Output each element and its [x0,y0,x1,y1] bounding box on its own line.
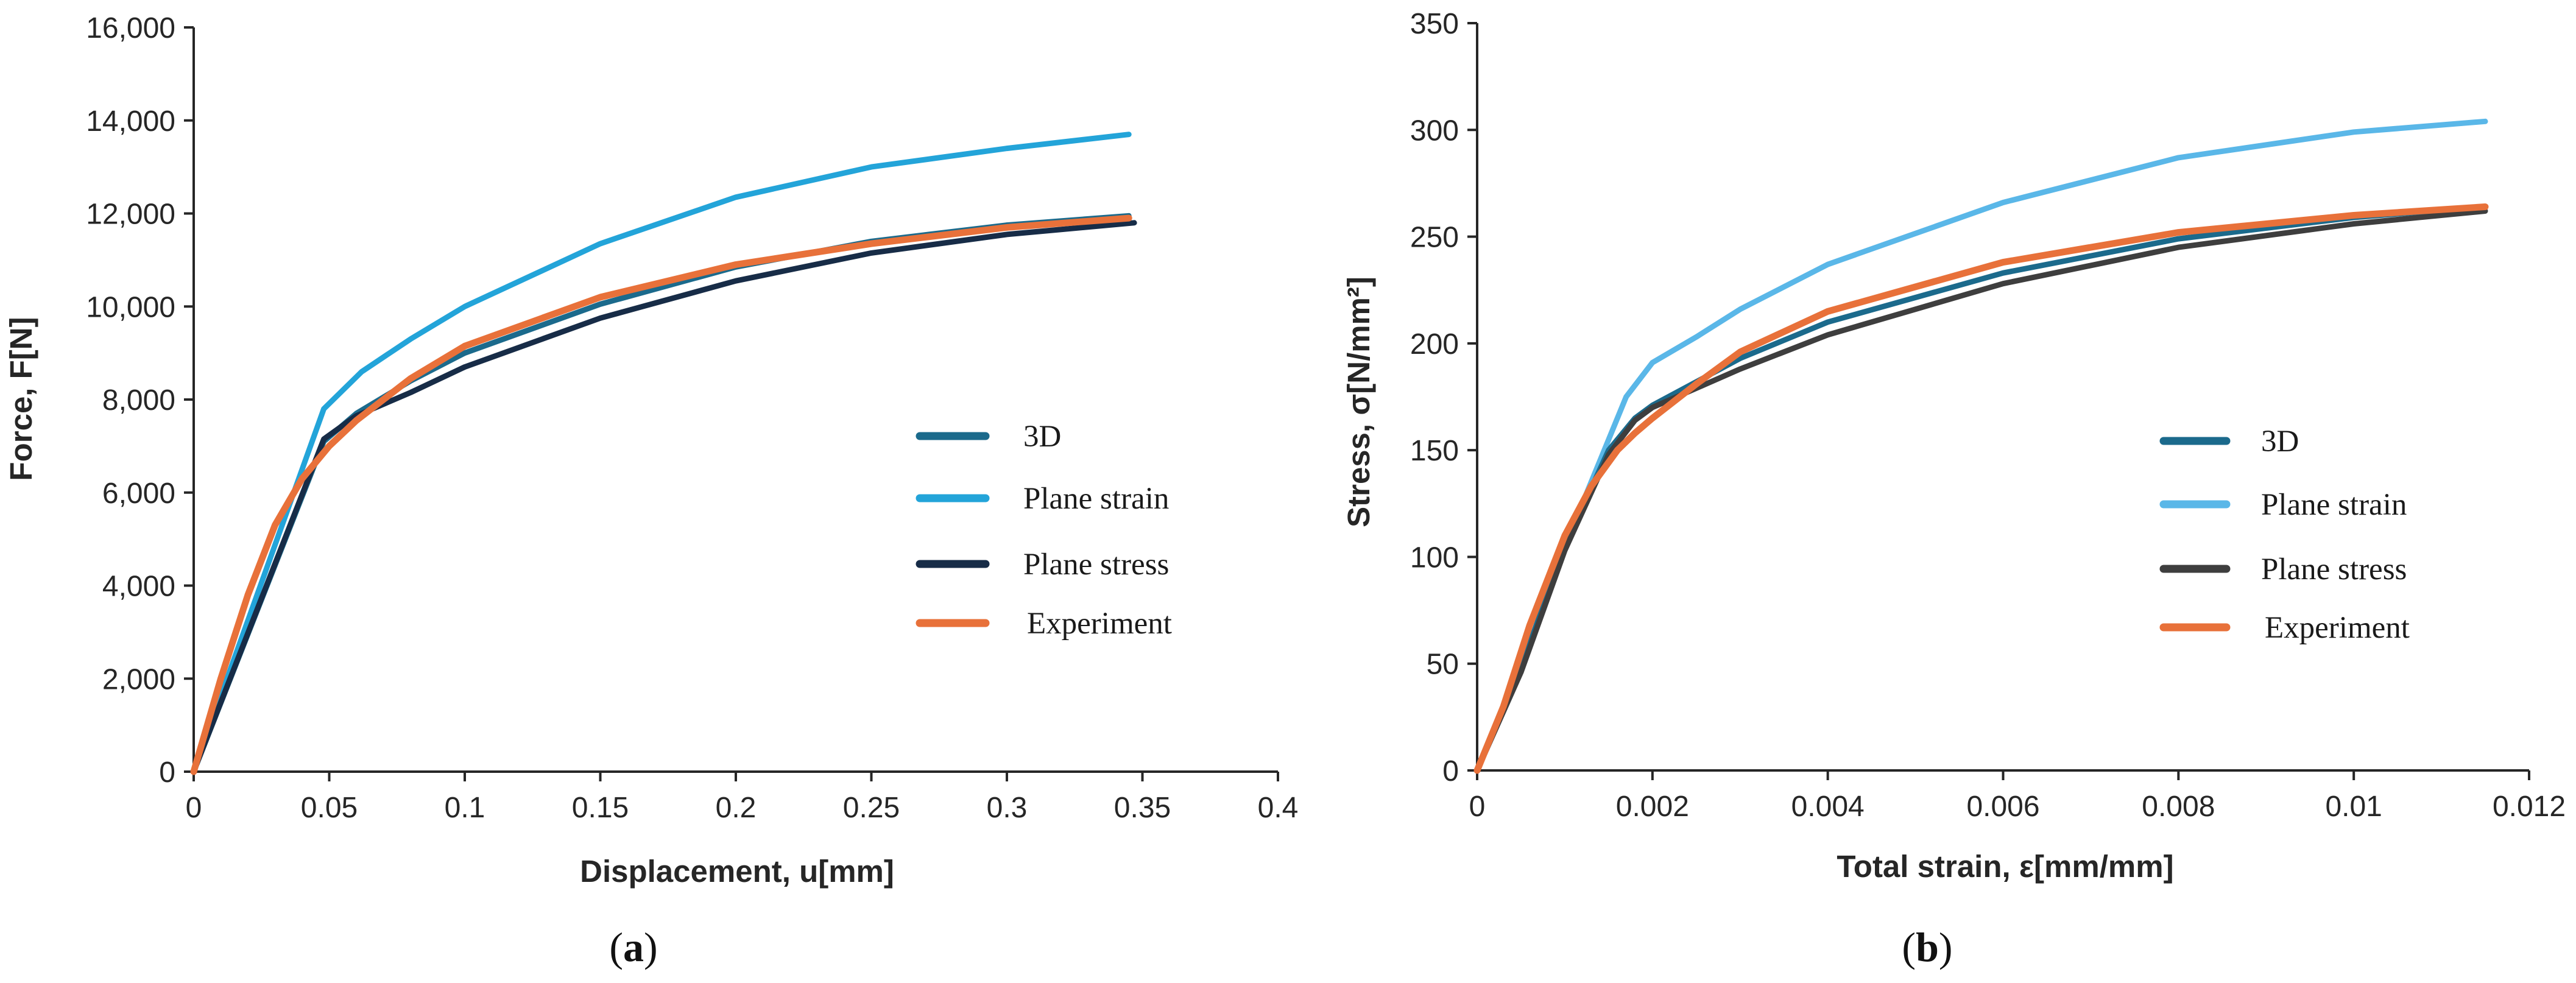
series-line-experiment [1473,203,2489,774]
chart-a-panel-open: ( [609,924,623,970]
chart-a-xtick-label: 0.4 [1258,792,1299,824]
chart-a: 0 2,000 4,000 6,000 8,000 10,000 12,000 … [4,12,1298,970]
legend-label-experiment: Experiment [1027,607,1172,641]
chart-a-ytick-label: 12,000 [86,199,175,231]
chart-b-y-axis-title: Stress, σ[N/mm²] [1341,277,1376,527]
chart-b-ytick-label: 200 [1410,328,1459,361]
chart-b-xtick-label: 0.002 [1616,791,1689,823]
chart-b-ytick-label: 0 [1442,755,1459,787]
chart-a-ytick-label: 6,000 [102,477,175,510]
chart-b-panel-letter: b [1916,924,1939,970]
chart-b-ytick-label: 300 [1410,115,1459,147]
legend-label-plane-strain: Plane strain [2261,488,2407,522]
chart-a-panel-close: ) [644,924,658,970]
chart-a-x-ticks: 0 0.05 0.1 0.15 0.2 0.25 0.3 0.35 0.4 [186,792,1299,824]
chart-b-series [1473,118,2489,774]
chart-a-legend: 3D Plane strain Plane stress Experiment [916,420,1172,641]
chart-b-x-ticks: 0 0.002 0.004 0.006 0.008 0.01 0.012 [1469,791,2566,823]
chart-a-xtick-label: 0.3 [987,792,1028,824]
chart-a-panel-letter: a [623,924,644,970]
chart-a-ytick-label: 2,000 [102,663,175,696]
chart-a-axes [184,26,1279,781]
chart-a-ytick-label: 10,000 [86,291,175,323]
chart-a-ytick-label: 0 [159,756,175,789]
chart-b-ytick-label: 100 [1410,541,1459,574]
legend-label-plane-stress: Plane stress [2261,552,2407,587]
chart-a-xtick-label: 0.35 [1114,792,1171,824]
chart-b-y-ticks: 0 50 100 150 200 250 300 350 [1410,8,1459,787]
chart-a-xtick-label: 0.25 [843,792,900,824]
legend-label-3d: 3D [2261,425,2299,459]
chart-a-ytick-label: 16,000 [86,12,175,44]
chart-b-x-axis-title: Total strain, ε[mm/mm] [1837,849,2173,884]
chart-b-xtick-label: 0.012 [2493,791,2566,823]
legend-label-3d: 3D [1023,420,1061,454]
chart-b-ytick-label: 250 [1410,222,1459,254]
legend-label-experiment: Experiment [2265,611,2410,645]
series-line-experiment [190,214,1132,775]
series-line-plane-strain [191,132,1132,775]
series-line-plane-stress [191,220,1137,775]
chart-a-xtick-label: 0.1 [445,792,485,824]
chart-b-panel-close: ) [1939,924,1953,970]
chart-a-xtick-label: 0.05 [301,792,358,824]
chart-a-xtick-label: 0.15 [572,792,629,824]
chart-b-axes [1467,22,2530,780]
chart-b-xtick-label: 0.006 [1966,791,2039,823]
chart-b-panel-label: (b) [1902,924,1952,970]
chart-a-y-ticks: 0 2,000 4,000 6,000 8,000 10,000 12,000 … [86,12,175,789]
chart-a-ytick-label: 14,000 [86,105,175,138]
chart-a-xtick-label: 0 [186,792,202,824]
chart-b-legend: 3D Plane strain Plane stress Experiment [2159,425,2410,645]
chart-a-ytick-label: 8,000 [102,384,175,417]
chart-b-panel-open: ( [1902,924,1916,970]
chart-b-ytick-label: 350 [1410,8,1459,40]
chart-b-xtick-label: 0 [1469,791,1486,823]
chart-b-xtick-label: 0.008 [2142,791,2215,823]
chart-a-ytick-label: 4,000 [102,571,175,603]
chart-a-x-axis-title: Displacement, u[mm] [580,854,894,889]
chart-b-ytick-label: 50 [1427,649,1459,681]
chart-a-panel-label: (a) [609,924,657,970]
chart-a-xtick-label: 0.2 [716,792,757,824]
chart-b-ytick-label: 150 [1410,435,1459,467]
chart-a-y-axis-title: Force, F[N] [4,317,38,481]
chart-b: 0 50 100 150 200 250 300 350 0 0.002 0.0… [1341,8,2566,970]
chart-b-xtick-label: 0.01 [2325,791,2382,823]
chart-b-xtick-label: 0.004 [1791,791,1865,823]
chart-a-series [190,132,1137,775]
legend-label-plane-stress: Plane stress [1023,548,1169,582]
legend-label-plane-strain: Plane strain [1023,482,1169,516]
